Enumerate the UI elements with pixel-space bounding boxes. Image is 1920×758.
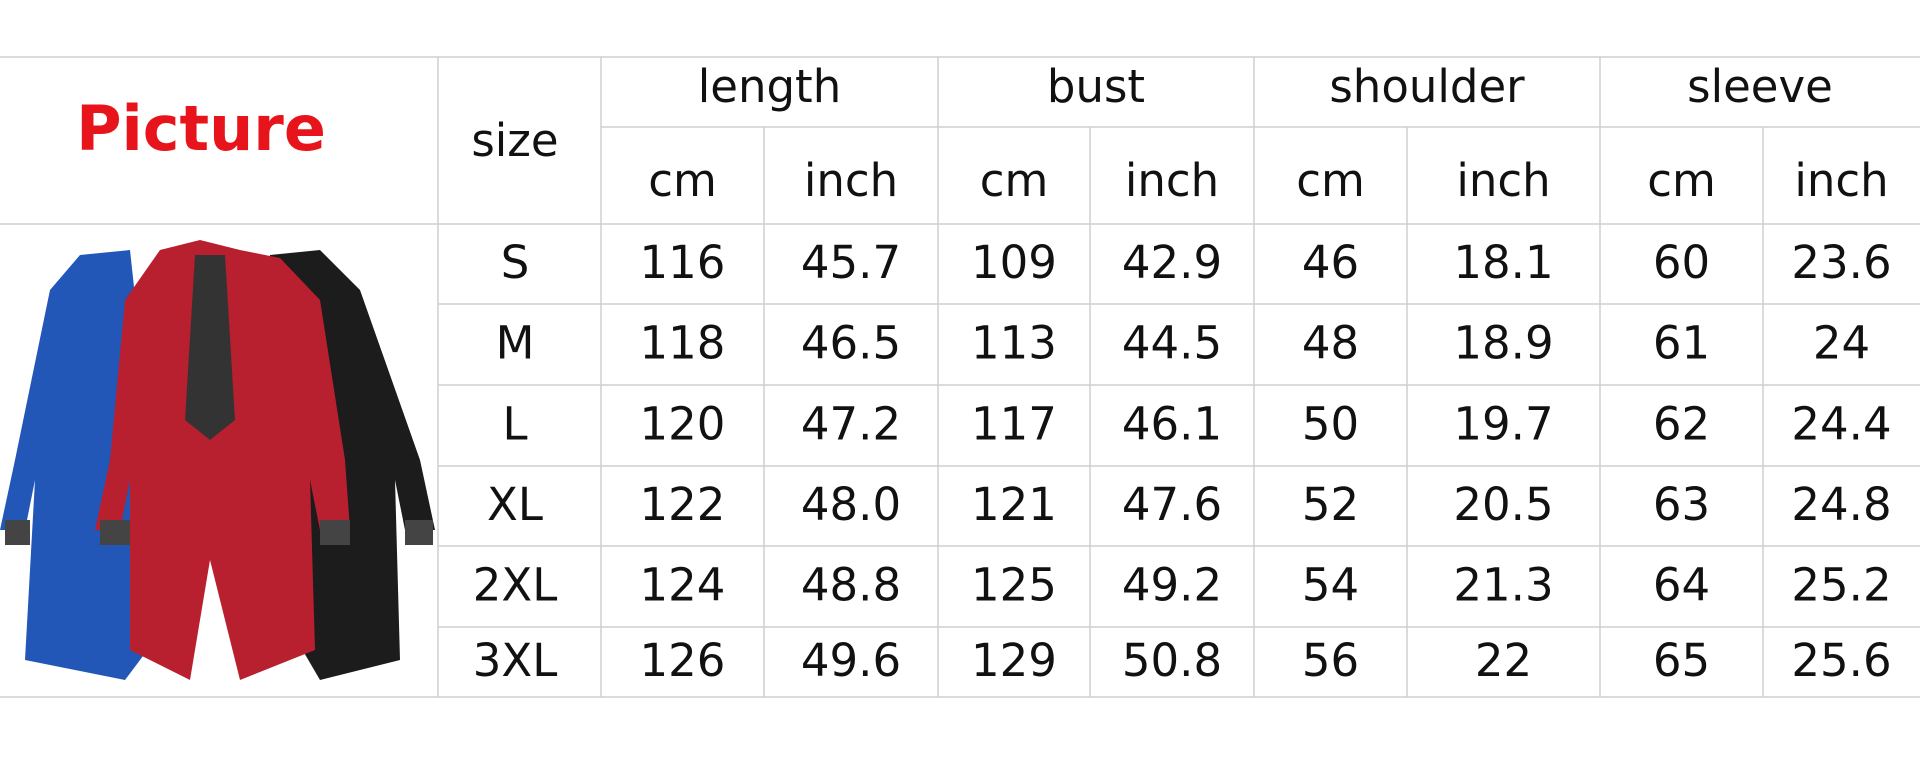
value-cell: 113 [971,317,1057,370]
value-cell: 18.9 [1453,317,1553,370]
value-cell: 23.6 [1791,236,1891,289]
value-cell: 61 [1653,317,1710,370]
value-cell: 117 [971,398,1057,451]
unit-header: cm [980,154,1049,207]
value-cell: 46.1 [1122,398,1222,451]
value-cell: 47.6 [1122,478,1222,531]
size-cell: XL [487,478,543,531]
value-cell: 54 [1302,559,1359,612]
value-cell: 49.6 [801,634,901,687]
coat-picture [0,240,435,680]
unit-header: cm [1296,154,1365,207]
value-cell: 47.2 [801,398,901,451]
value-cell: 42.9 [1122,236,1222,289]
size-cell: S [501,236,530,289]
value-cell: 22 [1475,634,1532,687]
size-cell: L [502,398,527,451]
value-cell: 48.8 [801,559,901,612]
value-cell: 25.6 [1791,634,1891,687]
value-cell: 19.7 [1453,398,1553,451]
value-cell: 20.5 [1453,478,1553,531]
unit-header: inch [1125,154,1219,207]
value-cell: 52 [1302,478,1359,531]
value-cell: 24.4 [1791,398,1891,451]
value-cell: 24 [1813,317,1870,370]
value-cell: 122 [640,478,726,531]
value-cell: 118 [640,317,726,370]
value-cell: 129 [971,634,1057,687]
value-cell: 21.3 [1453,559,1553,612]
value-cell: 46 [1302,236,1359,289]
value-cell: 48 [1302,317,1359,370]
unit-header: inch [804,154,898,207]
value-cell: 125 [971,559,1057,612]
value-cell: 126 [640,634,726,687]
value-cell: 116 [640,236,726,289]
value-cell: 109 [971,236,1057,289]
group-header: bust [1047,60,1145,113]
value-cell: 46.5 [801,317,901,370]
unit-header: inch [1794,154,1888,207]
size-cell: M [496,317,535,370]
size-header: size [471,114,558,167]
table-grid [0,56,1920,698]
unit-header: cm [648,154,717,207]
picture-label: Picture [76,92,326,165]
value-cell: 48.0 [801,478,901,531]
value-cell: 24.8 [1791,478,1891,531]
value-cell: 56 [1302,634,1359,687]
value-cell: 64 [1653,559,1710,612]
size-cell: 2XL [473,559,558,612]
unit-header: cm [1647,154,1716,207]
size-cell: 3XL [473,634,558,687]
group-header: length [698,60,841,113]
group-header: shoulder [1329,60,1525,113]
value-cell: 44.5 [1122,317,1222,370]
value-cell: 25.2 [1791,559,1891,612]
value-cell: 18.1 [1453,236,1553,289]
value-cell: 50 [1302,398,1359,451]
value-cell: 50.8 [1122,634,1222,687]
value-cell: 62 [1653,398,1710,451]
value-cell: 121 [971,478,1057,531]
group-header: sleeve [1687,60,1833,113]
value-cell: 63 [1653,478,1710,531]
value-cell: 124 [640,559,726,612]
value-cell: 60 [1653,236,1710,289]
value-cell: 65 [1653,634,1710,687]
unit-header: inch [1456,154,1550,207]
value-cell: 120 [640,398,726,451]
value-cell: 45.7 [801,236,901,289]
value-cell: 49.2 [1122,559,1222,612]
